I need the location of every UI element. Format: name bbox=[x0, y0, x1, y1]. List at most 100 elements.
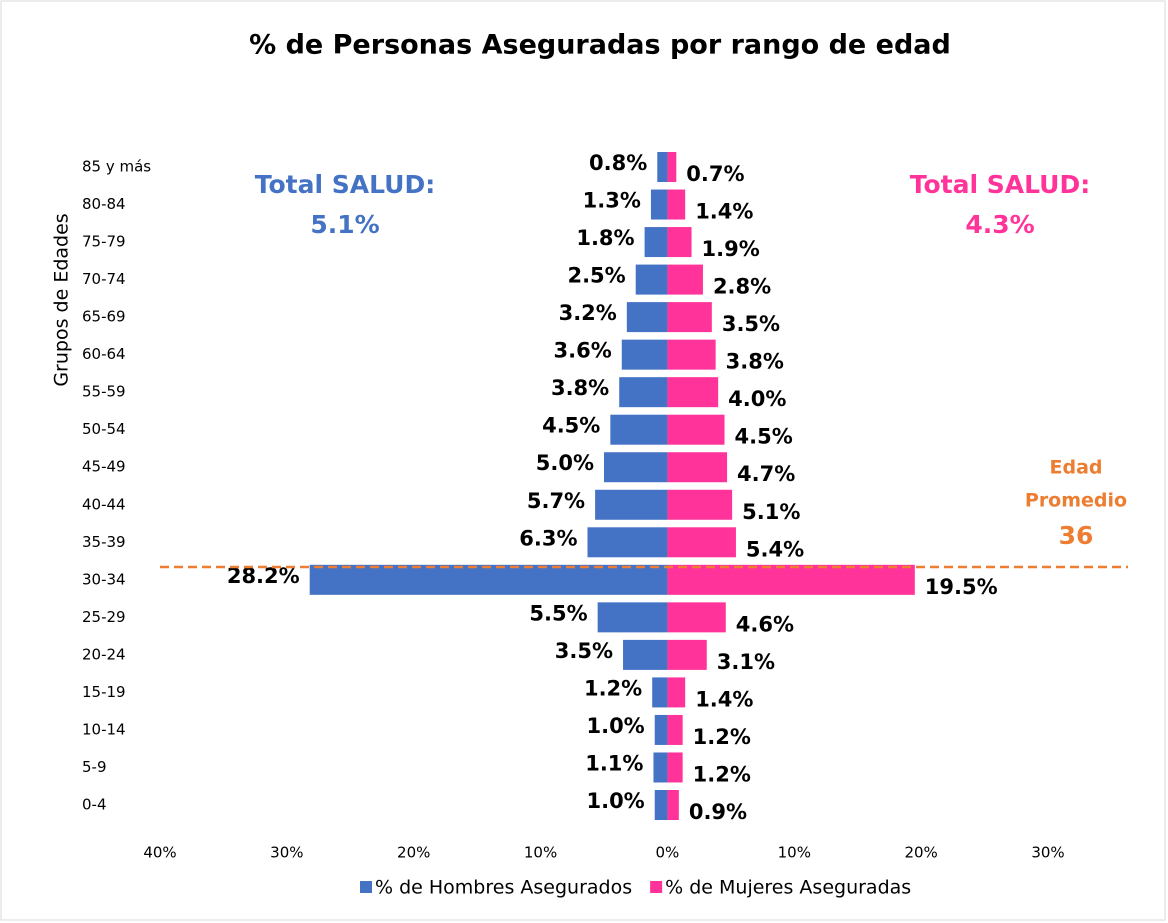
bar bbox=[653, 752, 668, 783]
bar bbox=[595, 489, 668, 520]
y-tick-label: 60-64 bbox=[82, 345, 126, 363]
x-tick-label: 30% bbox=[1031, 844, 1064, 862]
data-label: 1.0% bbox=[586, 789, 644, 813]
y-tick-label: 85 y más bbox=[82, 158, 151, 176]
bar bbox=[597, 602, 668, 633]
bar bbox=[667, 489, 733, 520]
bar bbox=[654, 714, 668, 745]
data-label: 1.9% bbox=[702, 237, 760, 261]
x-tick-label: 0% bbox=[656, 844, 680, 862]
plot-area: 40% 30% 20% 10% 0% 10% 20% 30% 85 y más 80-84 75-7… bbox=[82, 151, 1065, 862]
data-label: 1.2% bbox=[693, 762, 751, 786]
bar bbox=[667, 564, 915, 595]
data-label: 0.8% bbox=[589, 151, 647, 175]
x-tick-label: 10% bbox=[524, 844, 557, 862]
y-tick-label: 35-39 bbox=[82, 533, 126, 551]
bar bbox=[667, 152, 677, 182]
y-tick-label: 50-54 bbox=[82, 420, 126, 438]
bar bbox=[619, 377, 668, 408]
x-tick-label: 20% bbox=[904, 844, 937, 862]
x-tick-label: 40% bbox=[143, 844, 176, 862]
chart-title: % de Personas Aseguradas por rango de ed… bbox=[249, 30, 951, 61]
legend-label: % de Mujeres Aseguradas bbox=[665, 877, 911, 899]
data-label: 0.7% bbox=[686, 162, 744, 186]
data-label: 2.5% bbox=[567, 264, 625, 288]
data-label: 3.8% bbox=[726, 350, 784, 374]
data-label: 6.3% bbox=[519, 526, 577, 550]
bar bbox=[667, 377, 719, 408]
y-tick-label: 5-9 bbox=[82, 758, 107, 776]
legend-swatch bbox=[360, 881, 372, 893]
data-label: 3.5% bbox=[555, 639, 613, 663]
y-tick-label: 10-14 bbox=[82, 720, 126, 738]
data-label: 3.5% bbox=[722, 312, 780, 336]
bar bbox=[667, 639, 707, 670]
data-label: 1.4% bbox=[695, 687, 753, 711]
bar bbox=[604, 452, 668, 483]
bar bbox=[667, 752, 683, 783]
bar bbox=[654, 790, 668, 820]
bar bbox=[667, 227, 692, 258]
data-label: 2.8% bbox=[713, 275, 771, 299]
bar bbox=[644, 227, 668, 258]
annotation: Total SALUD: bbox=[910, 170, 1090, 199]
bar bbox=[667, 602, 726, 633]
data-label: 3.2% bbox=[559, 301, 617, 325]
bar bbox=[309, 564, 668, 595]
y-tick-label: 55-59 bbox=[82, 383, 126, 401]
y-tick-label: 0-4 bbox=[82, 796, 107, 814]
y-tick-label: 45-49 bbox=[82, 458, 126, 476]
y-tick-label: 70-74 bbox=[82, 270, 126, 288]
y-tick-label: 65-69 bbox=[82, 308, 126, 326]
bar bbox=[667, 452, 728, 483]
annotation: Total SALUD: bbox=[255, 170, 435, 199]
data-label: 5.7% bbox=[527, 489, 585, 513]
y-tick-label: 80-84 bbox=[82, 195, 126, 213]
data-label: 1.1% bbox=[585, 751, 643, 775]
annotation: 36 bbox=[1059, 521, 1094, 550]
annotation: Promedio bbox=[1025, 490, 1127, 512]
y-tick-label: 30-34 bbox=[82, 570, 126, 588]
data-label: 1.3% bbox=[583, 189, 641, 213]
bar bbox=[667, 527, 736, 558]
bar bbox=[667, 189, 686, 220]
x-tick-label: 10% bbox=[778, 844, 811, 862]
data-label: 1.2% bbox=[584, 676, 642, 700]
bar bbox=[667, 677, 686, 708]
bar bbox=[667, 714, 683, 745]
data-label: 1.0% bbox=[586, 714, 644, 738]
data-label: 0.9% bbox=[689, 800, 747, 824]
x-tick-label: 30% bbox=[270, 844, 303, 862]
bar bbox=[623, 639, 668, 670]
y-tick-label: 25-29 bbox=[82, 608, 126, 626]
y-tick-label: 75-79 bbox=[82, 233, 126, 251]
data-label: 3.6% bbox=[554, 339, 612, 363]
data-label: 1.2% bbox=[693, 725, 751, 749]
bar bbox=[610, 414, 668, 445]
bar bbox=[667, 302, 712, 333]
legend-label: % de Hombres Asegurados bbox=[375, 877, 632, 899]
data-label: 4.0% bbox=[728, 387, 786, 411]
bar bbox=[635, 264, 668, 295]
y-tick-label: 20-24 bbox=[82, 645, 126, 663]
data-label: 3.8% bbox=[551, 376, 609, 400]
bar bbox=[667, 414, 725, 445]
data-label: 5.4% bbox=[746, 537, 804, 561]
data-label: 5.1% bbox=[742, 500, 800, 524]
annotation: 4.3% bbox=[965, 210, 1034, 239]
bar bbox=[650, 189, 668, 220]
data-label: 4.5% bbox=[735, 425, 793, 449]
data-label: 4.7% bbox=[737, 462, 795, 486]
bar bbox=[667, 264, 703, 295]
data-label: 5.5% bbox=[529, 601, 587, 625]
bar bbox=[667, 339, 716, 370]
bar bbox=[621, 339, 668, 370]
bar bbox=[657, 152, 668, 182]
data-label: 5.0% bbox=[536, 451, 594, 475]
bar bbox=[587, 527, 668, 558]
annotation: 5.1% bbox=[310, 210, 379, 239]
data-label: 19.5% bbox=[925, 575, 998, 599]
annotation: Edad bbox=[1049, 457, 1102, 479]
